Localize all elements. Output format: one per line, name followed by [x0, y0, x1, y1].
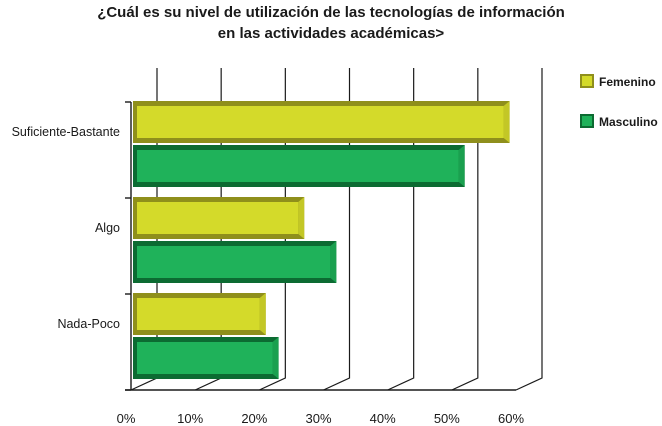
bars: [133, 101, 510, 379]
bar-femenino-0: [133, 101, 510, 143]
x-tick-label: 60%: [498, 411, 524, 426]
x-tick-label: 30%: [305, 411, 331, 426]
legend-label: Femenino: [599, 75, 656, 89]
grid-line: [515, 68, 543, 391]
category-label: Suficiente-Bastante: [12, 125, 120, 139]
grid-line: [451, 68, 479, 391]
bar-masculino-2: [133, 337, 279, 379]
x-tick-label: 40%: [370, 411, 396, 426]
x-tick-label: 0%: [117, 411, 136, 426]
x-tick-label: 50%: [434, 411, 460, 426]
legend-label: Masculino: [599, 115, 658, 129]
bar-femenino-2: [133, 293, 266, 335]
legend: Femenino Masculino: [580, 74, 658, 129]
axes: [125, 101, 516, 391]
bar-masculino-0: [133, 145, 465, 187]
legend-item-masculino: Masculino: [580, 114, 658, 129]
legend-item-femenino: Femenino: [580, 74, 656, 89]
chart-title: ¿Cuál es su nivel de utilización de las …: [0, 2, 662, 44]
x-tick-label: 20%: [241, 411, 267, 426]
bar-femenino-1: [133, 197, 305, 239]
axis-labels: Suficiente-Bastante Algo Nada-Poco 0% 10% 20%…: [12, 125, 525, 426]
bar-masculino-1: [133, 241, 337, 283]
chart-title-line-2: en las actividades académicas>: [217, 25, 445, 42]
category-label: Algo: [95, 221, 120, 235]
chart-title-line-1: ¿Cuál es su nivel de utilización de las …: [97, 4, 565, 21]
x-tick-label: 10%: [177, 411, 203, 426]
category-label: Nada-Poco: [57, 317, 120, 331]
